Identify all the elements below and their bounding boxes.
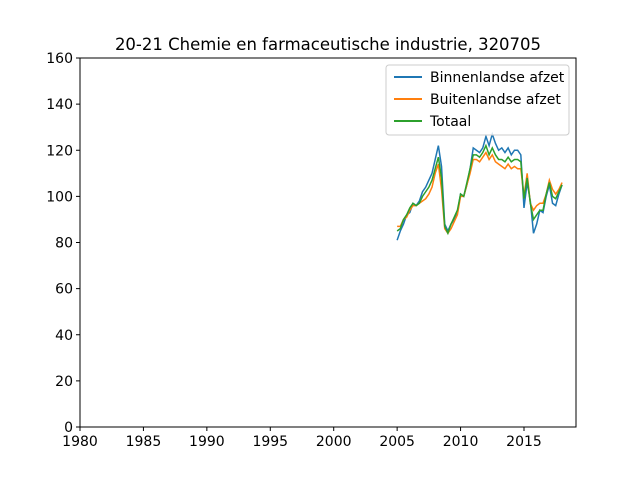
series-line	[396, 143, 563, 236]
x-tick-label: 1990	[189, 434, 225, 450]
x-tick-label: 2010	[443, 434, 479, 450]
x-tick-label: 1985	[126, 434, 162, 450]
y-tick-label: 0	[64, 420, 73, 436]
x-tick-label: 2000	[316, 434, 352, 450]
legend-label: Totaal	[429, 114, 471, 130]
x-tick-label: 2005	[379, 434, 415, 450]
y-tick-label: 80	[55, 236, 73, 252]
y-tick-label: 60	[55, 282, 73, 298]
x-tick-label: 2015	[506, 434, 542, 450]
y-tick-label: 140	[46, 97, 73, 113]
chart-title: 20-21 Chemie en farmaceutische industrie…	[115, 35, 541, 54]
y-tick-label: 120	[46, 143, 73, 159]
y-tick-label: 40	[55, 328, 73, 344]
y-tick-label: 20	[55, 374, 73, 390]
series-line	[397, 151, 563, 235]
legend: Binnenlandse afzet Buitenlandse afzet Tota…	[385, 64, 570, 136]
y-tick-label: 160	[46, 51, 73, 67]
x-tick-label: 1980	[62, 434, 98, 450]
series-line	[396, 131, 563, 241]
plot-frame	[79, 57, 577, 428]
legend-label: Binnenlandse afzet	[430, 70, 565, 86]
y-tick-label: 100	[46, 189, 73, 205]
legend-label: Buitenlandse afzet	[430, 92, 561, 108]
legend-box	[385, 64, 570, 136]
x-tick-label: 1995	[252, 434, 288, 450]
